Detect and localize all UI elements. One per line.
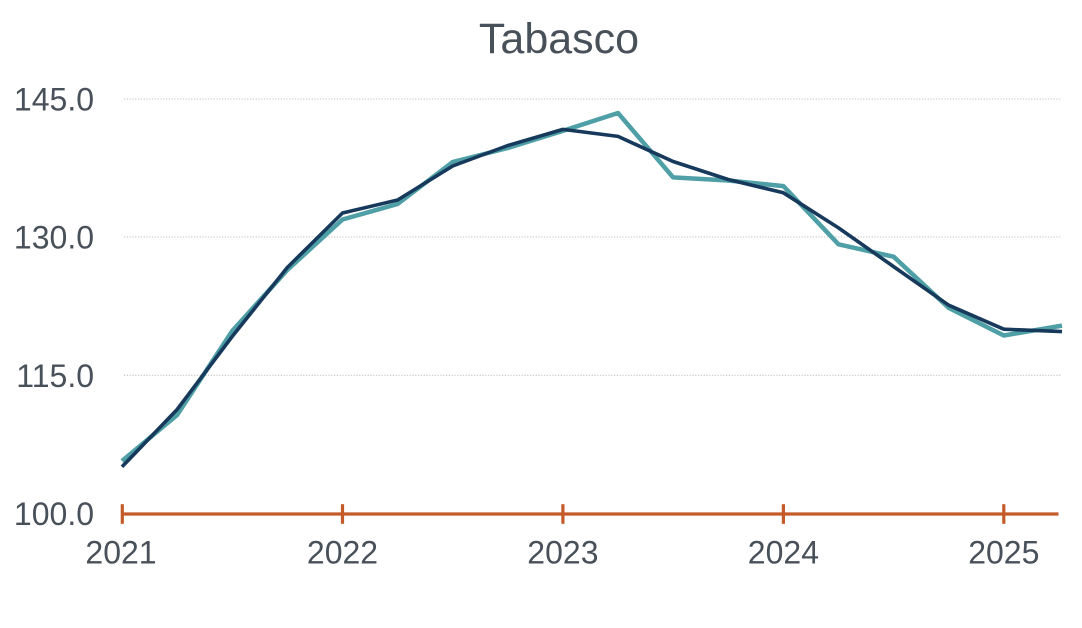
svg-text:2023: 2023: [527, 535, 598, 571]
svg-text:130.0: 130.0: [14, 220, 94, 256]
svg-text:2021: 2021: [85, 535, 156, 571]
svg-text:100.0: 100.0: [14, 496, 94, 532]
svg-text:2025: 2025: [968, 535, 1039, 571]
svg-text:Tabasco: Tabasco: [479, 15, 639, 63]
svg-text:2022: 2022: [307, 535, 378, 571]
svg-text:115.0: 115.0: [16, 358, 94, 394]
svg-text:145.0: 145.0: [14, 82, 94, 118]
svg-text:2024: 2024: [748, 535, 819, 571]
